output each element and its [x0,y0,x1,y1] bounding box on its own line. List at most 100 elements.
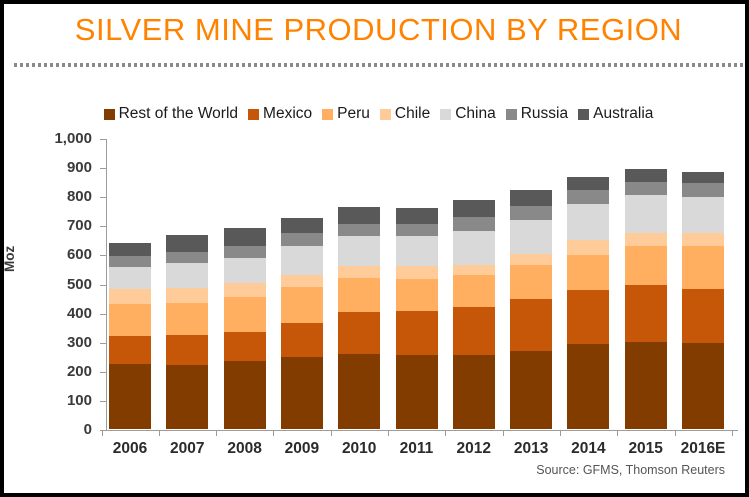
bar-segment[interactable] [109,266,151,290]
x-axis-tick-label: 2013 [513,440,549,457]
legend-item[interactable]: Mexico [248,105,312,123]
bar-segment[interactable] [109,336,151,365]
bar-segment[interactable] [109,255,151,267]
bar-segment[interactable] [452,275,495,308]
legend-item[interactable]: Peru [322,105,370,123]
bar-segment[interactable] [510,254,553,265]
bar-column[interactable] [395,208,438,429]
bar-segment[interactable] [682,342,724,429]
bar-segment[interactable] [223,360,266,429]
x-axis-tick [502,430,504,436]
bar-segment[interactable] [452,307,495,355]
bar-segment[interactable] [395,208,438,225]
legend-item[interactable]: Australia [578,105,653,123]
bar-segment[interactable] [682,183,724,197]
bar-segment[interactable] [280,287,323,324]
bar-segment[interactable] [567,203,610,241]
bar-segment[interactable] [624,182,667,196]
bar-segment[interactable] [338,235,381,267]
bar-segment[interactable] [395,278,438,311]
bar-segment[interactable] [166,287,209,303]
bar-column[interactable] [338,207,381,429]
bar-column[interactable] [452,200,495,429]
bar-segment[interactable] [510,189,553,207]
bar-column[interactable] [682,172,724,429]
bar-segment[interactable] [624,246,667,286]
legend-item[interactable]: Russia [505,105,568,123]
bar-segment[interactable] [567,240,610,255]
bar-segment[interactable] [452,230,495,265]
bar-segment[interactable] [166,364,209,429]
bar-segment[interactable] [682,289,724,343]
bar-segment[interactable] [223,257,266,284]
bar-segment[interactable] [682,196,724,233]
bar-segment[interactable] [682,232,724,246]
bar-segment[interactable] [280,274,323,288]
bar-segment[interactable] [223,283,266,297]
bar-segment[interactable] [166,251,209,264]
bar-segment[interactable] [624,341,667,429]
bar-column[interactable] [624,168,667,429]
bar-segment[interactable] [567,177,610,191]
bar-segment[interactable] [395,310,438,356]
bar-segment[interactable] [280,233,323,246]
bar-segment[interactable] [510,298,553,352]
bar-segment[interactable] [510,351,553,429]
bar-column[interactable] [109,242,151,429]
legend-label: Chile [394,105,431,122]
bar-segment[interactable] [223,331,266,361]
bar-segment[interactable] [682,245,724,290]
legend-item[interactable]: Chile [379,105,431,123]
bar-segment[interactable] [166,335,209,365]
bar-segment[interactable] [682,172,724,184]
bar-column[interactable] [567,177,610,429]
bar-segment[interactable] [395,355,438,429]
bar-segment[interactable] [109,289,151,304]
bar-segment[interactable] [452,264,495,276]
bar-segment[interactable] [280,356,323,429]
bar-segment[interactable] [452,217,495,231]
bar-segment[interactable] [338,312,381,354]
bar-segment[interactable] [166,263,209,288]
bar-segment[interactable] [567,254,610,290]
legend-swatch-icon [248,108,260,120]
bar-segment[interactable] [395,266,438,279]
bar-segment[interactable] [624,195,667,233]
bar-segment[interactable] [624,232,667,247]
bar-segment[interactable] [338,353,381,429]
bar-column[interactable] [280,218,323,429]
bar-segment[interactable] [223,227,266,246]
bar-segment[interactable] [452,200,495,218]
bar-segment[interactable] [109,303,151,337]
bar-segment[interactable] [223,246,266,258]
bar-segment[interactable] [624,285,667,342]
bar-segment[interactable] [510,264,553,299]
bar-segment[interactable] [567,289,610,345]
bar-column[interactable] [510,189,553,429]
bar-segment[interactable] [166,235,209,252]
bar-segment[interactable] [624,168,667,183]
bar-segment[interactable] [280,323,323,357]
legend-item[interactable]: China [440,105,496,123]
bar-segment[interactable] [280,245,323,275]
bar-segment[interactable] [338,224,381,236]
bar-column[interactable] [223,227,266,429]
bar-segment[interactable] [338,278,381,313]
bar-column[interactable] [166,235,209,429]
bar-segment[interactable] [166,302,209,336]
bar-segment[interactable] [395,235,438,267]
bar-segment[interactable] [338,207,381,225]
bar-segment[interactable] [223,296,266,332]
bar-segment[interactable] [109,364,151,429]
bar-segment[interactable] [395,224,438,236]
bar-segment[interactable] [567,190,610,204]
bar-segment[interactable] [452,354,495,429]
bar-segment[interactable] [109,242,151,256]
bar-segment[interactable] [510,219,553,255]
bar-segment[interactable] [510,206,553,220]
bar-segment[interactable] [338,266,381,279]
legend-swatch-icon [379,108,391,120]
bar-segment[interactable] [567,344,610,429]
legend-item[interactable]: Rest of the World [103,105,238,123]
bar-segment[interactable] [280,218,323,234]
